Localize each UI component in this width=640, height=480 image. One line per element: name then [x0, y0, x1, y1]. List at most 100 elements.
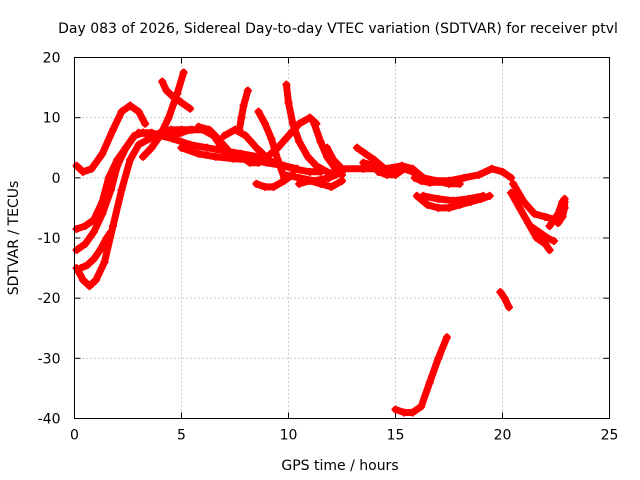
- data-point: [164, 113, 173, 122]
- data-point: [241, 131, 250, 140]
- data-point: [177, 143, 186, 152]
- data-point: [338, 164, 346, 173]
- series-arc-16: [282, 80, 340, 179]
- data-point: [179, 68, 188, 77]
- data-point: [220, 131, 229, 140]
- data-point: [134, 128, 143, 137]
- data-point: [361, 149, 370, 158]
- data-point: [305, 167, 314, 176]
- data-point: [194, 122, 203, 131]
- ticks-layer: 0 5 10 15 20 25 -40 -30 -20 -10 0 10 20: [38, 51, 619, 444]
- data-point: [295, 179, 304, 188]
- data-point: [507, 188, 516, 197]
- data-point: [408, 408, 417, 417]
- data-point: [134, 107, 143, 116]
- data-point: [134, 140, 143, 149]
- series-arc-20: [323, 143, 346, 173]
- data-point: [177, 125, 186, 134]
- data-point: [496, 288, 505, 297]
- x-tick-label: 0: [70, 428, 79, 444]
- data-point: [186, 104, 195, 113]
- data-point: [352, 143, 361, 152]
- data-point: [113, 161, 122, 170]
- series-trace: [235, 87, 252, 134]
- data-point: [549, 237, 558, 246]
- data-point: [245, 158, 254, 167]
- data-point: [323, 167, 332, 176]
- data-point: [98, 149, 107, 158]
- data-point: [224, 146, 233, 155]
- data-point: [83, 261, 92, 270]
- series-arc-3: [72, 125, 195, 255]
- y-tick-label: 0: [52, 171, 61, 187]
- data-point: [530, 209, 539, 218]
- data-point: [316, 179, 325, 188]
- data-point: [417, 176, 426, 185]
- data-point: [87, 164, 96, 173]
- data-point: [72, 224, 81, 233]
- series-arc-31: [507, 188, 554, 255]
- y-tick-label: -30: [38, 351, 61, 367]
- data-point: [235, 125, 244, 134]
- data-point: [254, 158, 263, 167]
- data-point: [303, 152, 312, 161]
- data-point: [316, 137, 325, 146]
- data-point: [295, 137, 304, 146]
- data-point: [434, 178, 443, 187]
- x-tick-label: 10: [280, 428, 298, 444]
- series-trace: [392, 333, 451, 416]
- data-point: [284, 131, 293, 140]
- data-point: [260, 119, 269, 128]
- series-arc-28: [391, 333, 451, 417]
- data-point: [263, 152, 272, 161]
- data-point: [158, 77, 167, 86]
- data-point: [419, 191, 428, 200]
- series-arc-19: [295, 176, 346, 191]
- y-tick-label: -10: [38, 231, 61, 247]
- data-point: [479, 191, 488, 200]
- data-point: [370, 161, 379, 170]
- series-arc-32: [526, 221, 558, 246]
- data-point: [434, 203, 443, 212]
- data-point: [81, 221, 90, 230]
- data-point: [526, 221, 535, 230]
- series-arc-27: [419, 191, 488, 205]
- data-point: [541, 212, 550, 221]
- data-point: [425, 178, 434, 187]
- series-arc-11: [220, 125, 267, 158]
- data-point: [239, 101, 248, 110]
- data-point: [338, 176, 346, 185]
- data-point: [91, 276, 100, 285]
- data-point: [117, 107, 126, 116]
- series-arc-7: [158, 77, 195, 113]
- data-point: [391, 170, 400, 179]
- data-point: [151, 130, 160, 139]
- data-point: [282, 80, 291, 89]
- data-point: [98, 209, 107, 218]
- data-point: [359, 158, 368, 167]
- series-arc-25: [410, 173, 464, 187]
- data-point: [515, 203, 524, 212]
- data-point: [252, 143, 261, 152]
- data-point: [203, 143, 212, 152]
- data-point: [213, 134, 222, 143]
- chart-title: Day 083 of 2026, Sidereal Day-to-day VTE…: [58, 21, 618, 37]
- data-point: [177, 98, 186, 107]
- data-point: [147, 143, 156, 152]
- data-point: [168, 134, 177, 143]
- data-point: [194, 149, 203, 158]
- y-tick-label: -20: [38, 291, 61, 307]
- data-point: [117, 185, 126, 194]
- data-point: [425, 378, 434, 387]
- data-point: [100, 258, 109, 267]
- data-point: [188, 125, 197, 134]
- data-point: [96, 246, 105, 255]
- y-tick-label: -40: [38, 412, 61, 428]
- data-point: [509, 179, 518, 188]
- data-point: [504, 303, 513, 312]
- data-point: [126, 155, 135, 164]
- data-point: [554, 218, 563, 227]
- data-point: [79, 276, 88, 285]
- data-point: [423, 200, 432, 209]
- x-tick-label: 15: [387, 428, 405, 444]
